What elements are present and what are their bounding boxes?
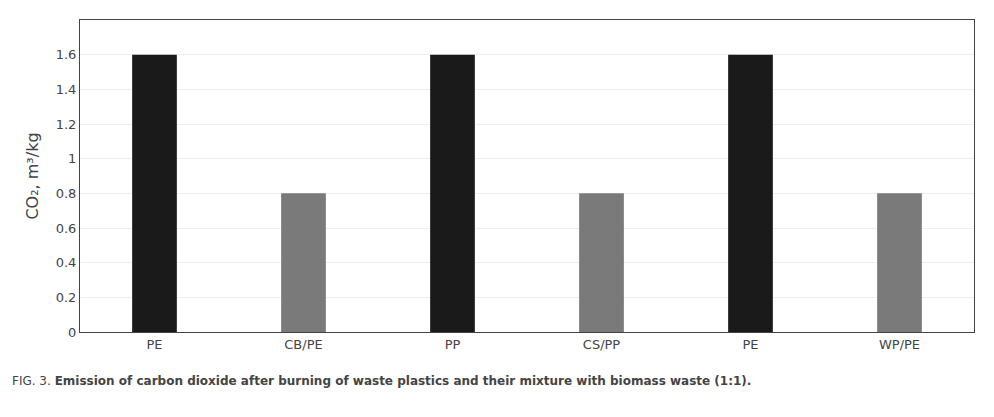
svg-text:1.4: 1.4	[56, 82, 77, 97]
svg-text:CB/PE: CB/PE	[284, 337, 322, 352]
svg-text:PE: PE	[742, 337, 758, 352]
svg-text:PP: PP	[445, 337, 461, 352]
svg-text:0.8: 0.8	[56, 186, 77, 201]
svg-text:CO₂, m³/kg: CO₂, m³/kg	[23, 132, 42, 219]
svg-text:0.4: 0.4	[56, 255, 77, 270]
svg-text:FIG. 3. Emission of carbon dio: FIG. 3. Emission of carbon dioxide after…	[12, 374, 751, 388]
svg-text:1.6: 1.6	[56, 47, 77, 62]
svg-text:WP/PE: WP/PE	[879, 337, 920, 352]
svg-text:1.2: 1.2	[56, 117, 77, 132]
svg-text:PE: PE	[146, 337, 162, 352]
svg-text:1: 1	[68, 151, 76, 166]
svg-text:CS/PP: CS/PP	[583, 337, 621, 352]
svg-text:0.2: 0.2	[56, 290, 77, 305]
svg-text:0: 0	[68, 325, 76, 340]
svg-text:0.6: 0.6	[56, 221, 77, 236]
